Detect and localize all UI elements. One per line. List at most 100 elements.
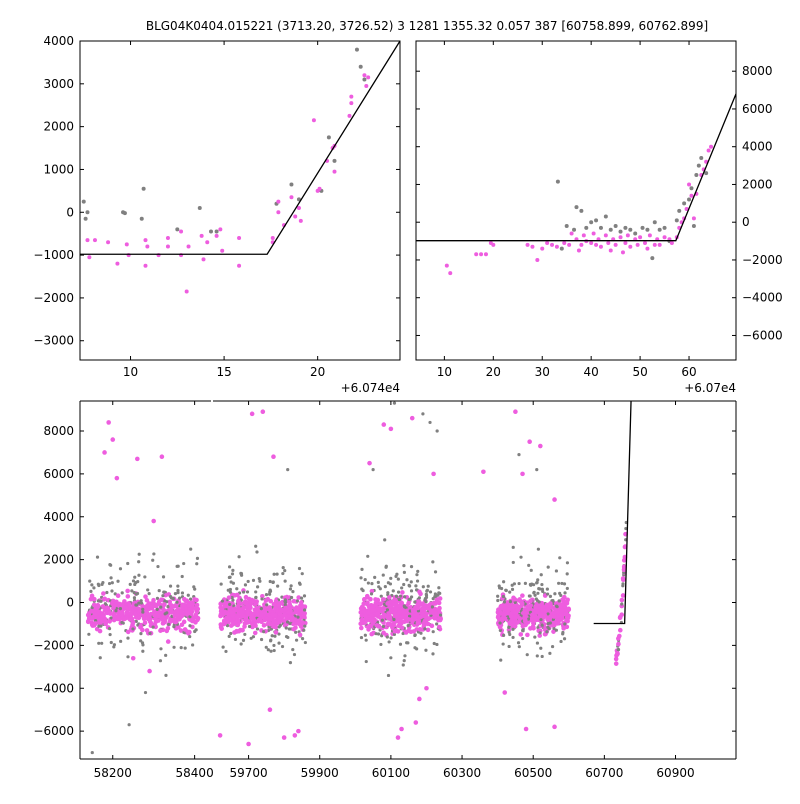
grey-point (539, 646, 543, 650)
y-tick-label: −6000 (742, 328, 783, 342)
grey-point (562, 582, 567, 586)
pink-point (218, 624, 224, 630)
pink-point (652, 242, 657, 247)
grey-point (163, 612, 167, 616)
pink-point (569, 231, 574, 236)
pink-point (294, 620, 299, 626)
pink-point (613, 242, 618, 247)
pink-point (267, 707, 273, 712)
pink-point (368, 616, 374, 622)
y-tick-label: 6000 (742, 102, 773, 116)
grey-point (645, 227, 650, 232)
grey-point (99, 599, 103, 603)
grey-point (557, 581, 561, 585)
grey-point (548, 621, 552, 625)
pink-point (243, 594, 249, 600)
grey-point (525, 653, 529, 657)
pink-point (234, 614, 240, 620)
grey-point (498, 621, 502, 625)
grey-point (546, 565, 550, 569)
pink-point (544, 602, 550, 608)
pink-point (123, 605, 129, 610)
pink-point (589, 240, 594, 245)
grey-point (415, 573, 419, 577)
grey-point (511, 560, 515, 565)
pink-point (361, 601, 367, 607)
pink-point (217, 733, 223, 738)
pink-point (645, 246, 650, 251)
pink-point (362, 73, 367, 78)
grey-point (677, 208, 682, 213)
pink-point (619, 597, 625, 603)
grey-point (139, 216, 144, 221)
pink-point (511, 622, 517, 628)
pink-point (499, 617, 505, 623)
y-tick-label: 0 (66, 596, 74, 610)
pink-point (566, 607, 572, 612)
pink-point (381, 597, 386, 602)
grey-point (366, 581, 370, 585)
grey-point (255, 550, 259, 554)
grey-point (300, 637, 305, 641)
grey-point (164, 673, 168, 677)
grey-point (90, 583, 94, 587)
pink-point (144, 598, 150, 603)
pink-point (349, 94, 354, 99)
grey-point (294, 638, 299, 642)
grey-point (224, 649, 228, 654)
grey-point (699, 156, 704, 161)
pink-point (104, 605, 110, 611)
grey-point (498, 628, 502, 633)
pink-point (129, 616, 135, 621)
pink-point (399, 625, 405, 630)
grey-point (378, 587, 382, 591)
grey-point (287, 627, 291, 631)
pink-point (394, 617, 400, 623)
pink-point (689, 193, 694, 198)
pink-point (297, 632, 303, 638)
pink-point (366, 75, 371, 80)
pink-point (483, 252, 488, 257)
grey-point (303, 640, 307, 645)
grey-point (326, 135, 331, 140)
pink-point (657, 242, 662, 247)
grey-point (276, 584, 280, 588)
grey-point (535, 580, 539, 585)
grey-point (231, 598, 235, 602)
grey-point (364, 638, 368, 642)
grey-point (176, 588, 180, 593)
x-tick-label: 40 (584, 365, 599, 379)
pink-point (291, 598, 297, 604)
grey-point (176, 564, 180, 568)
grey-point (359, 635, 364, 640)
grey-point (302, 594, 307, 598)
grey-point (183, 646, 187, 650)
grey-point (134, 619, 138, 623)
model-line (416, 93, 736, 242)
pink-point (273, 606, 278, 611)
grey-point (540, 623, 544, 627)
pink-point (95, 604, 101, 610)
y-tick-label: 8000 (742, 64, 773, 78)
pink-point (551, 629, 556, 634)
pink-point (385, 601, 390, 606)
pink-point (370, 608, 375, 613)
grey-point (369, 592, 374, 596)
grey-point (228, 587, 232, 592)
pink-point (635, 242, 640, 247)
pink-point (540, 246, 545, 251)
grey-point (511, 627, 515, 631)
grey-point (249, 636, 253, 640)
pink-point (252, 630, 258, 636)
grey-point (383, 585, 387, 589)
pink-point (147, 668, 152, 674)
grey-point (151, 558, 155, 562)
grey-point (408, 614, 412, 618)
grey-point (136, 580, 140, 584)
pink-point (479, 252, 484, 257)
grey-point (180, 591, 185, 595)
grey-point (95, 555, 100, 559)
pink-point (91, 602, 97, 608)
pink-point (296, 595, 301, 600)
grey-point (364, 659, 368, 664)
